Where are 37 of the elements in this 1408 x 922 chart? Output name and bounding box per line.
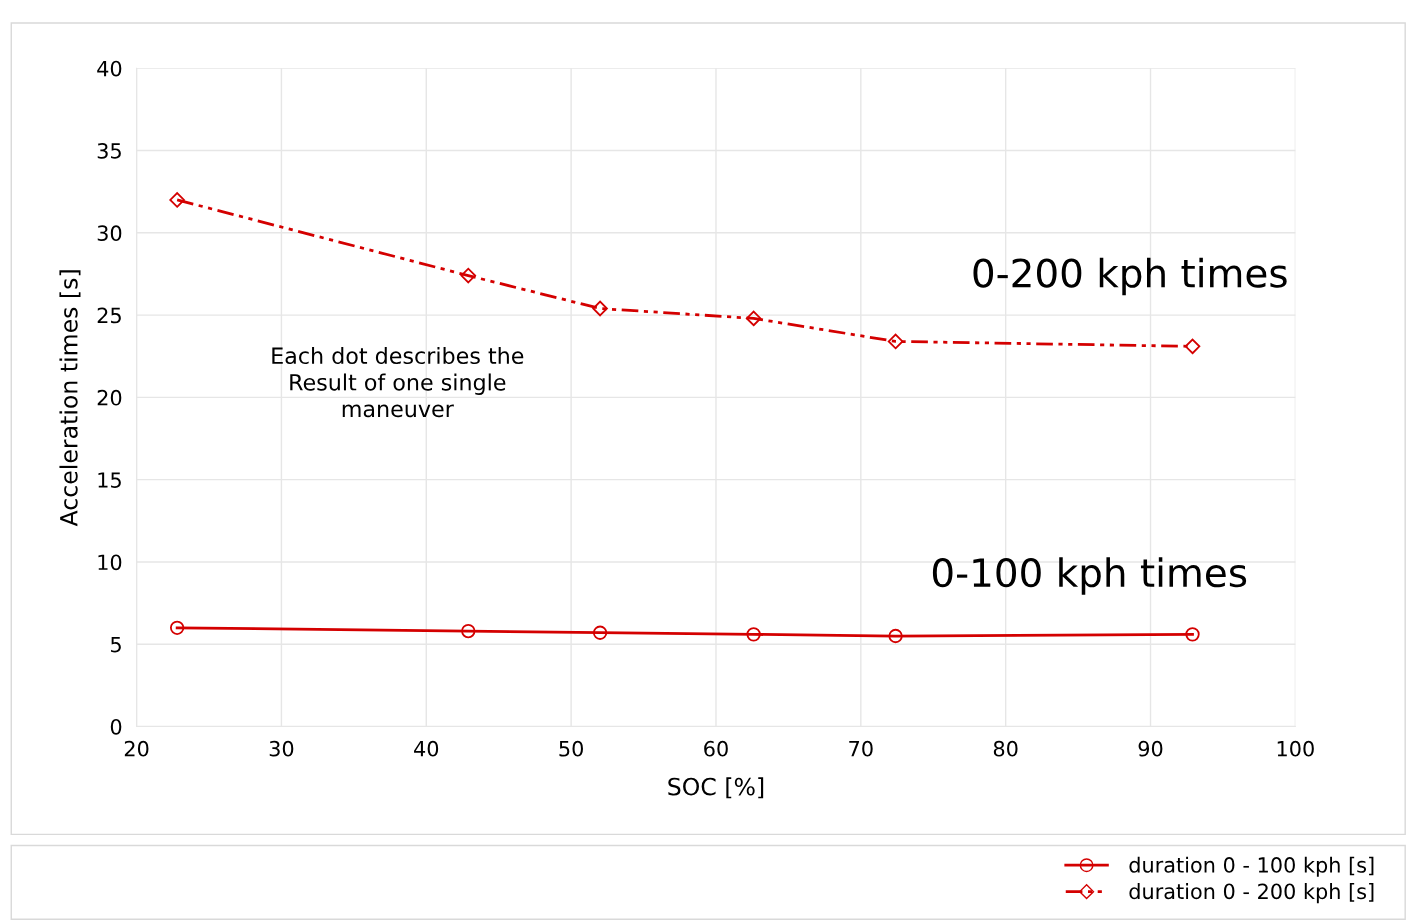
y-tick-label: 25	[97, 307, 121, 324]
point	[1185, 627, 1200, 642]
x-tick-label: 90	[1138, 740, 1163, 757]
annotation: 0-100 kph times	[932, 557, 1247, 595]
y-tick-label: 10	[98, 554, 122, 571]
annotation: Each dot describes the Result of one single maneuver	[272, 346, 524, 418]
y-tick-label: 20	[97, 389, 122, 406]
y-tick-label: 15	[98, 472, 121, 488]
legend-label: duration 0 - 200 kph [s]	[1129, 883, 1374, 904]
x-tick-label: 60	[704, 740, 728, 757]
point	[460, 267, 477, 284]
point	[461, 623, 476, 639]
y-tick-label: 40	[97, 60, 122, 77]
y-axis-title: Acceleration times [s]	[59, 270, 81, 527]
x-tick-label: 100	[1277, 740, 1314, 757]
x-tick-label: 80	[993, 740, 1018, 757]
legend-label: duration 0 - 100 kph [s]	[1129, 856, 1374, 877]
point	[745, 310, 762, 327]
x-tick-label: 50	[559, 740, 583, 757]
y-tick-label: 5	[111, 636, 121, 653]
point	[169, 192, 185, 208]
point	[887, 333, 904, 350]
x-tick-label: 70	[849, 740, 873, 757]
point	[592, 300, 608, 317]
point	[746, 627, 761, 642]
x-tick-label: 30	[269, 740, 294, 757]
x-tick-label: 40	[414, 740, 439, 757]
point	[592, 625, 608, 640]
point	[1184, 338, 1201, 355]
y-tick-label: 35	[97, 142, 121, 159]
x-axis-title: SOC [%]	[668, 777, 764, 799]
y-tick-label: 0	[110, 718, 122, 735]
point	[888, 628, 903, 644]
annotation: 0-200 kph times	[973, 257, 1287, 296]
point	[169, 620, 185, 635]
x-tick-label: 20	[124, 740, 149, 757]
y-tick-label: 30	[97, 225, 122, 242]
